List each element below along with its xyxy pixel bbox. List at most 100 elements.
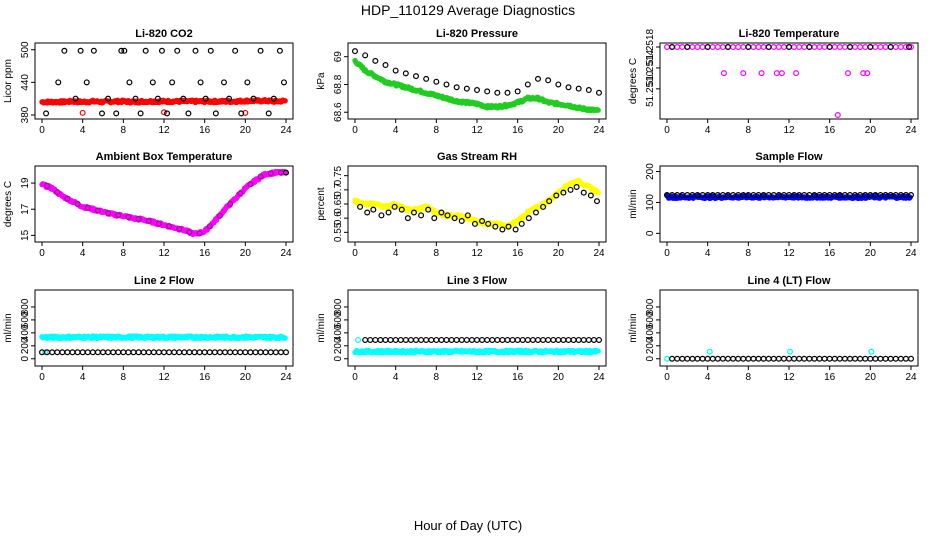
y-tick-label: 19 [20,177,31,189]
data-point [74,349,81,356]
data-point [494,89,501,96]
data-point [796,355,803,362]
y-tick-label: 0.75 [333,165,344,185]
y-tick-label: 800 [645,298,656,315]
series-cyan-1 [42,349,49,356]
data-point [362,336,369,343]
data-point [451,215,458,222]
panel-li-820-temperature: Li-820 Temperature degrees C 0 4 8 12 16 20 24 51… [628,28,919,136]
data-point [755,355,762,362]
data-point [72,95,79,102]
data-point [105,349,112,356]
data-point [277,349,284,356]
data-point [684,355,691,362]
data-point [684,43,691,50]
data-point [504,336,511,343]
data-point [499,336,506,343]
x-tick-label: 16 [199,372,211,383]
data-point [83,79,90,86]
x-tick-label: 12 [783,125,795,136]
data-point [145,218,152,225]
data-point [689,355,696,362]
data-point [453,336,460,343]
data-point [532,209,539,216]
data-point [89,349,96,356]
data-point [355,336,362,343]
data-point [181,349,188,356]
data-point [397,336,404,343]
data-point [252,349,259,356]
data-point [575,85,582,92]
data-point [398,206,405,213]
data-point [505,223,512,230]
series-red-0 [39,97,288,106]
data-point [760,43,767,50]
data-point [413,336,420,343]
data-point [801,355,808,362]
data-point [821,355,828,362]
x-tick-label: 16 [512,372,524,383]
x-tick-label: 20 [553,372,565,383]
data-point [377,336,384,343]
x-tick-label: 4 [705,125,711,136]
data-point [831,355,838,362]
data-point [679,355,686,362]
data-point [509,336,516,343]
x-tick-label: 4 [705,372,711,383]
data-point [857,43,864,50]
x-tick-label: 24 [905,372,917,383]
series-black-2 [43,47,287,117]
data-point [565,84,572,91]
data-point [745,43,752,50]
data-point [463,85,470,92]
data-point [463,336,470,343]
data-point [352,48,359,55]
data-point [201,349,208,356]
data-point [719,43,726,50]
data-point [553,192,560,199]
data-point [852,355,859,362]
y-tick-label: 400 [333,324,344,341]
x-tick-label: 12 [471,248,483,259]
data-point [247,349,254,356]
data-point [186,349,193,356]
data-point [64,349,71,356]
data-point [892,43,899,50]
data-point [663,43,670,50]
series-black-1 [663,192,914,199]
data-point [137,110,144,117]
data-point [555,81,562,88]
data-point [669,355,676,362]
data-point [468,336,475,343]
data-point [38,349,45,356]
data-point [280,79,287,86]
data-point [362,52,369,59]
x-tick-label: 4 [393,125,399,136]
data-point [546,198,553,205]
data-point [471,220,478,227]
data-point [679,43,686,50]
x-tick-label: 24 [280,372,292,383]
data-point [545,77,552,84]
x-tick-label: 12 [158,248,170,259]
y-tick-label: 200 [645,337,656,354]
data-point [164,110,171,117]
y-tick-label: 68.8 [333,74,344,94]
x-tick-label: 24 [280,125,292,136]
data-point [492,223,499,230]
data-point [740,43,747,50]
data-point [140,349,147,356]
data-point [590,336,597,343]
data-point [428,336,435,343]
data-point [826,43,833,50]
data-point [166,349,173,356]
data-point [694,43,701,50]
data-point [555,336,562,343]
data-point [115,212,122,219]
data-point [565,336,572,343]
x-tick-label: 8 [121,125,127,136]
data-point [834,111,841,118]
data-point [724,355,731,362]
x-tick-label: 0 [352,372,358,383]
data-point [196,230,203,237]
